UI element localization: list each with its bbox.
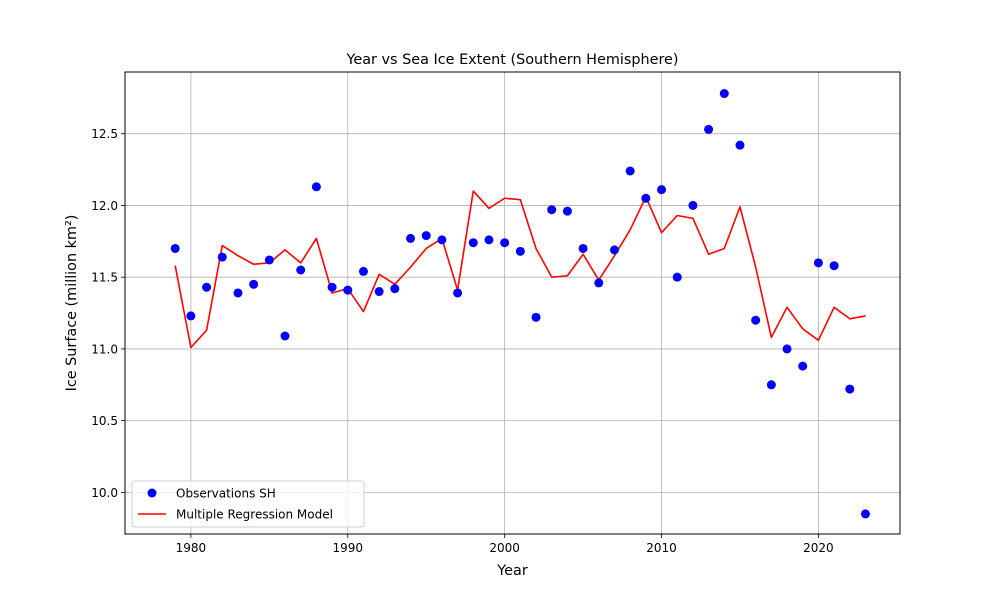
observation-point xyxy=(641,193,651,203)
observation-point xyxy=(515,246,525,256)
legend-label-regression: Multiple Regression Model xyxy=(176,508,333,522)
observation-point xyxy=(296,265,306,275)
x-tick-label: 2020 xyxy=(803,541,834,555)
observation-point xyxy=(609,245,619,255)
observation-point xyxy=(798,361,808,371)
observation-point xyxy=(719,89,729,99)
observation-points xyxy=(170,89,870,519)
observation-point xyxy=(217,252,227,262)
observation-point xyxy=(202,282,212,292)
y-tick-label: 11.5 xyxy=(91,271,118,285)
observation-point xyxy=(406,233,416,243)
legend-marker-observations xyxy=(147,488,157,498)
observation-point xyxy=(264,255,274,265)
observation-point xyxy=(735,140,745,150)
observation-point xyxy=(500,238,510,248)
y-axis-ticks: 10.0 10.5 11.0 11.5 12.0 12.5 xyxy=(91,127,125,500)
observation-point xyxy=(374,287,384,297)
observation-point xyxy=(437,235,447,245)
observation-point xyxy=(233,288,243,298)
observation-point xyxy=(704,124,714,134)
observation-point xyxy=(531,312,541,322)
observation-point xyxy=(280,331,290,341)
observation-point xyxy=(860,509,870,519)
observation-point xyxy=(813,258,823,268)
x-tick-label: 1980 xyxy=(176,541,207,555)
observation-point xyxy=(170,243,180,253)
x-axis-ticks: 1980 1990 2000 2010 2020 xyxy=(176,534,834,555)
observation-point xyxy=(249,279,259,289)
observation-point xyxy=(421,231,431,241)
observation-point xyxy=(327,282,337,292)
observation-point xyxy=(829,261,839,271)
observation-point xyxy=(484,235,494,245)
observation-point xyxy=(468,238,478,248)
observation-point xyxy=(390,284,400,294)
y-tick-label: 12.0 xyxy=(91,199,118,213)
regression-line xyxy=(174,190,866,349)
observation-point xyxy=(625,166,635,176)
plot-frame xyxy=(124,71,901,535)
observation-point xyxy=(547,205,557,215)
observation-point xyxy=(782,344,792,354)
x-tick-label: 1990 xyxy=(332,541,363,555)
x-tick-label: 2000 xyxy=(489,541,520,555)
observation-point xyxy=(672,272,682,282)
y-tick-label: 12.5 xyxy=(91,127,118,141)
regression-series xyxy=(174,190,866,349)
y-tick-label: 10.5 xyxy=(91,414,118,428)
grid xyxy=(125,72,900,534)
observation-point xyxy=(688,200,698,210)
observation-point xyxy=(186,311,196,321)
observation-point xyxy=(578,243,588,253)
observation-point xyxy=(594,278,604,288)
y-tick-label: 11.0 xyxy=(91,342,118,356)
legend: Observations SH Multiple Regression Mode… xyxy=(131,480,365,528)
observation-point xyxy=(343,285,353,295)
observation-point xyxy=(453,288,463,298)
observation-point xyxy=(562,206,572,216)
observation-point xyxy=(766,380,776,390)
observation-point xyxy=(751,315,761,325)
observation-point xyxy=(311,182,321,192)
legend-label-observations: Observations SH xyxy=(176,487,276,501)
y-tick-label: 10.0 xyxy=(91,486,118,500)
y-axis-label: Ice Surface (million km²) xyxy=(64,215,80,392)
observation-point xyxy=(358,266,368,276)
observation-point xyxy=(657,185,667,195)
observation-point xyxy=(845,384,855,394)
x-tick-label: 2010 xyxy=(646,541,677,555)
x-axis-label: Year xyxy=(496,563,528,579)
chart-title: Year vs Sea Ice Extent (Southern Hemisph… xyxy=(345,52,678,68)
legend-box xyxy=(131,480,365,528)
